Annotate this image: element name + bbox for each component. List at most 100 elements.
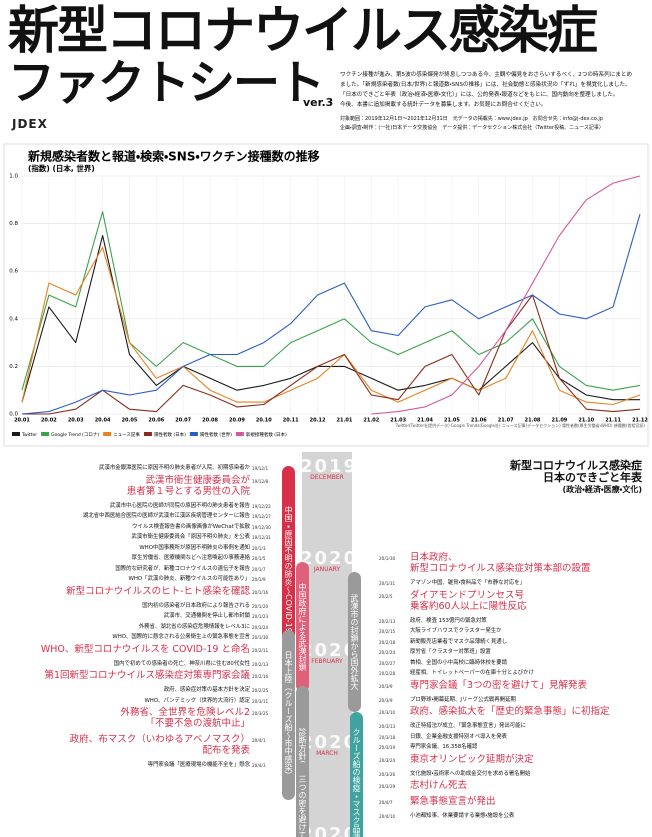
event: WHO、国際的に懸念される公衆衛生上の緊急事態を宣言 [112, 634, 250, 640]
event: 首相、全国の小中高校に臨時休校を要請 [410, 659, 508, 666]
event: ウイルス検査報告書の画像画像がWeChatで拡散 [132, 523, 250, 530]
event-date: 20/3/18 [379, 734, 396, 740]
event: 緊急事態宣言が発出 [410, 796, 496, 807]
chart-note: Twitter(Twitter社提供データ) Google Trends(Goo… [395, 422, 646, 428]
event: 厚労省「クラスター対策班」設置 [410, 649, 491, 655]
event: 国際的な研究者が、新種コロナウイルスの遺伝子を報告 [115, 565, 250, 572]
title: 新型コロナウイルス感染症 [8, 2, 598, 61]
event: 国内で初めての感染者の死亡、神奈川県に住む80代女性 [113, 660, 250, 667]
event-date: 20/2/28 [379, 671, 396, 676]
legend-label: Twitter [21, 432, 37, 438]
year: 2020 [300, 824, 359, 837]
legend-label: ニュース記事 [113, 431, 140, 438]
event: 政府、布マスク（いわゆるアベノマスク） 配布を発表 [69, 734, 250, 756]
event-date: 20/4/7 [379, 800, 393, 805]
event: ダイアモンドプリンセス号 乗客約60人以上に陽性反応 [410, 589, 527, 612]
x-tick-label: 21.02 [363, 418, 379, 424]
event: 政府、検査 153億円の緊急対策 [410, 617, 487, 624]
event-date: 20/3/19 [379, 745, 396, 750]
x-tick-label: 20.05 [122, 418, 138, 424]
x-tick-label: 20.02 [41, 418, 57, 424]
event-date: 20/2/25 [252, 688, 269, 693]
meta-line: 企画・調査・制作：(一社)日本データ交換協会 データ提供：データセクション株式会… [340, 125, 604, 131]
legend-label: 陽性者数 (日本) [154, 431, 186, 438]
event: WHO、パンデミック（世界的大流行）認定 [144, 697, 250, 704]
x-tick-label: 21.01 [337, 418, 353, 424]
x-tick-label: 20.09 [229, 418, 245, 424]
event: 専門家会議、16,358名確認 [410, 744, 478, 750]
chart-title: 新規感染者数と報道・検索・SNS・ワクチン接種数の推移 [27, 149, 320, 164]
event: 経産相、トイレットペーパーの在庫十分とよびかけ [410, 670, 534, 676]
description-line: 今後、本書に追加掲載する統計データを募集します。お気軽にお問合せください。 [340, 102, 547, 108]
event-date: 20/1/16 [252, 589, 269, 595]
event: 文化施設・芸術家への助成金交付を求める署名開始 [410, 770, 531, 777]
period-band: 日本上陸（クルーズ船〜市中感染） [282, 630, 295, 800]
event: プロ野球・開幕延期、Jリーグ公式戦再開延期 [410, 696, 516, 703]
event: 東京オリンピック延期が決定 [410, 753, 534, 765]
event-date: 20/3/29 [379, 784, 396, 789]
x-tick-label: 20.01 [14, 418, 30, 424]
series-line [22, 294, 641, 415]
description-line: ワクチン接種が進み、第5波の感染爆発が終息しつつある今、主観や偏見をおさらいする… [340, 72, 633, 78]
event: 武漢市中心医院の医師が同院の原因不明の肺炎患者を報告 [109, 502, 250, 509]
event: 日銀、企業金融支援特別オペ導入を発表 [410, 733, 508, 740]
event: 改正特措法が成立、「緊急事態宣言」発出可能に [410, 723, 526, 729]
event: 新聞販売店業者でマスク品薄続く見通し [410, 638, 508, 645]
legend-label: Google Trend (コロナ) [51, 432, 99, 438]
chart-frame [3, 143, 649, 447]
period-band: 武漢市の封鎖から国外拡大 [348, 572, 361, 712]
event: 武漢市、交通機関を停止し都市封鎖 [163, 613, 250, 619]
series-line [21, 211, 641, 391]
timeline-title-line: 新型コロナウイルス感染症 [510, 459, 642, 472]
legend-label: 陽性者数 (世界) [200, 431, 232, 438]
event: 大阪ライブハウスでクラスター発生か [410, 628, 502, 634]
month: MARCH [316, 750, 338, 757]
event-date: 20/3/13 [379, 724, 396, 729]
timeline-title-line: 日本のできごと年表 [543, 471, 642, 484]
x-tick-label: 20.12 [310, 418, 326, 424]
event-date: 20/1/5 [252, 556, 266, 561]
event: WHO、新型コロナウイルスを COVID-19 と命名 [40, 643, 250, 655]
event: 武漢市衛生健康委員会「原因不明の肺炎」を公表 [131, 534, 250, 540]
meta: 対象範囲：2019年12月1日〜2021年12月31日 元データの掲載先：www… [340, 115, 645, 133]
timeline-title-line: (政治・経済・医療・文化) [562, 485, 642, 494]
x-tick-label: 21.07 [498, 418, 514, 424]
legend-swatch [103, 432, 112, 436]
event: 専門家会議「医療現場の機能不全を」懸念 [147, 762, 250, 768]
event: 湖北省中西医結合医院の医師が武漢市江漢区疾病管理センターに報告 [82, 513, 250, 519]
event: 政府、感染症対策の基本方針を決定 [163, 687, 250, 693]
timeline-spine [302, 452, 352, 837]
event-date: 20/2/11 [252, 647, 269, 653]
year: 2019 [300, 456, 359, 477]
event-date: 20/1/3 [252, 545, 266, 551]
event: 武漢市衛生健康委員会が 患者第１号とする男性の入院 [126, 474, 250, 497]
event-date: 20/4/3 [252, 763, 266, 768]
x-tick-label: 21.03 [390, 418, 406, 424]
legend-swatch [143, 432, 152, 436]
y-tick-label: 0.6 [9, 269, 18, 275]
event-date: 20/1/30 [379, 556, 396, 561]
x-tick-label: 20.08 [202, 418, 218, 424]
y-tick-label: 1.0 [9, 174, 18, 180]
description-line: 「日本のできごと年表（政治・経済・医療・文化）」には、公的発表・報道などをもとに… [340, 92, 619, 98]
event-date: 20/2/27 [379, 660, 396, 666]
x-tick-label: 20.06 [148, 418, 164, 424]
event-date: 20/4/1 [252, 738, 266, 743]
event-date: 20/4/10 [379, 814, 396, 819]
y-tick-label: 0.8 [9, 221, 18, 227]
event: 第1回新型コロナウイルス感染症対策専門家会議 [44, 670, 250, 681]
title: ファクトシート [8, 56, 325, 111]
x-tick-label: 20.10 [256, 418, 272, 424]
event: 外務省、全世界を危険レベル2 「不要不急の渡航中止」 [120, 707, 250, 729]
event-date: 20/2/15 [379, 629, 396, 634]
event-date: 20/1/24 [252, 624, 269, 630]
x-tick-label: 21.04 [417, 418, 433, 424]
event: 武漢市金銀潭医院に原因不明の肺炎患者が入院、初期感染者か [99, 465, 250, 471]
event-date: 20/2/16 [252, 674, 269, 679]
period-band: 中国政府による武漢封鎖 [296, 562, 309, 692]
x-tick-label: 21.09 [551, 418, 567, 424]
event-date: 20/3/10 [379, 710, 396, 715]
month: JANUARY [313, 566, 341, 573]
x-tick-label: 20.03 [68, 418, 84, 424]
